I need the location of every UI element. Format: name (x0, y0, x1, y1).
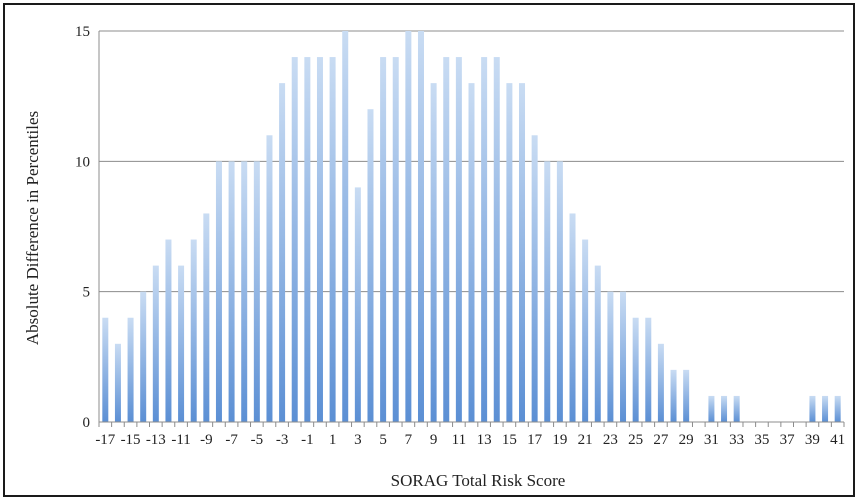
x-tick-label: 17 (527, 432, 543, 448)
bar (114, 343, 121, 422)
x-tick-label: 33 (729, 432, 744, 448)
bar (178, 265, 185, 422)
bar (657, 343, 664, 422)
y-axis-title: Absolute Difference in Percentiles (23, 111, 42, 345)
bar (506, 83, 513, 422)
bar (556, 161, 563, 423)
x-tick-label: 23 (603, 432, 618, 448)
x-tick-label: 11 (452, 432, 466, 448)
bar (493, 57, 500, 423)
bar (102, 317, 109, 422)
x-tick-label: 29 (679, 432, 694, 448)
bar (733, 395, 740, 422)
bar (367, 109, 374, 422)
x-tick-label: 35 (754, 432, 769, 448)
bar (291, 57, 298, 423)
bar (266, 135, 273, 422)
y-tick-label: 15 (75, 24, 90, 40)
y-tick-label: 5 (83, 285, 91, 301)
bar (342, 31, 349, 422)
bar (822, 395, 829, 422)
x-tick-label: 41 (830, 432, 845, 448)
x-tick-label: 37 (780, 432, 796, 448)
y-tick-label: 10 (75, 154, 90, 170)
bar (443, 57, 450, 423)
bar (405, 31, 412, 422)
x-tick-label: -9 (200, 432, 213, 448)
x-tick-label: 19 (552, 432, 567, 448)
x-tick-label: 13 (477, 432, 492, 448)
x-tick-label: 25 (628, 432, 643, 448)
bar (316, 57, 323, 423)
x-tick-label: 1 (329, 432, 337, 448)
bar (140, 291, 147, 422)
bar (304, 57, 311, 423)
x-tick-label: -11 (171, 432, 190, 448)
x-tick-label: 31 (704, 432, 719, 448)
bar (203, 213, 210, 422)
x-tick-label: -5 (251, 432, 264, 448)
bar (834, 395, 841, 422)
bar (544, 161, 551, 423)
bar (165, 239, 172, 422)
x-tick-label: 7 (405, 432, 413, 448)
bar (152, 265, 159, 422)
bar (481, 57, 488, 423)
bar (531, 135, 538, 422)
bar (670, 369, 677, 422)
bar (241, 161, 248, 423)
axes (98, 31, 845, 427)
bar (127, 317, 134, 422)
bar (228, 161, 235, 423)
bar (620, 291, 627, 422)
x-tick-label: -17 (95, 432, 115, 448)
x-tick-label: -3 (276, 432, 289, 448)
bar (279, 83, 286, 422)
x-tick-label: -13 (146, 432, 166, 448)
bar (215, 161, 222, 423)
bar (519, 83, 526, 422)
bar (430, 83, 437, 422)
x-tick-label: 27 (653, 432, 669, 448)
bar (632, 317, 639, 422)
bar (329, 57, 336, 423)
bar (455, 57, 462, 423)
x-tick-label: 15 (502, 432, 517, 448)
bars (102, 31, 841, 423)
bar (607, 291, 614, 422)
bar (417, 31, 424, 422)
x-tick-label: 39 (805, 432, 820, 448)
bar (569, 213, 576, 422)
x-tick-label: 9 (430, 432, 438, 448)
bar (721, 395, 728, 422)
x-tick-label: -1 (301, 432, 314, 448)
x-tick-label: 5 (379, 432, 387, 448)
y-tick-label: 0 (83, 415, 91, 431)
x-axis-title: SORAG Total Risk Score (391, 471, 566, 490)
bar (380, 57, 387, 423)
bar (708, 395, 715, 422)
bar (645, 317, 652, 422)
bar (190, 239, 197, 422)
x-tick-label: 21 (578, 432, 593, 448)
bar (683, 369, 690, 422)
bar (594, 265, 601, 422)
bar (809, 395, 816, 422)
bar (582, 239, 589, 422)
x-tick-label: -15 (121, 432, 141, 448)
x-tick-label: -7 (225, 432, 238, 448)
bar (253, 161, 260, 423)
bar (354, 187, 361, 422)
x-tick-label: 3 (354, 432, 362, 448)
bar (392, 57, 399, 423)
bar (468, 83, 475, 422)
